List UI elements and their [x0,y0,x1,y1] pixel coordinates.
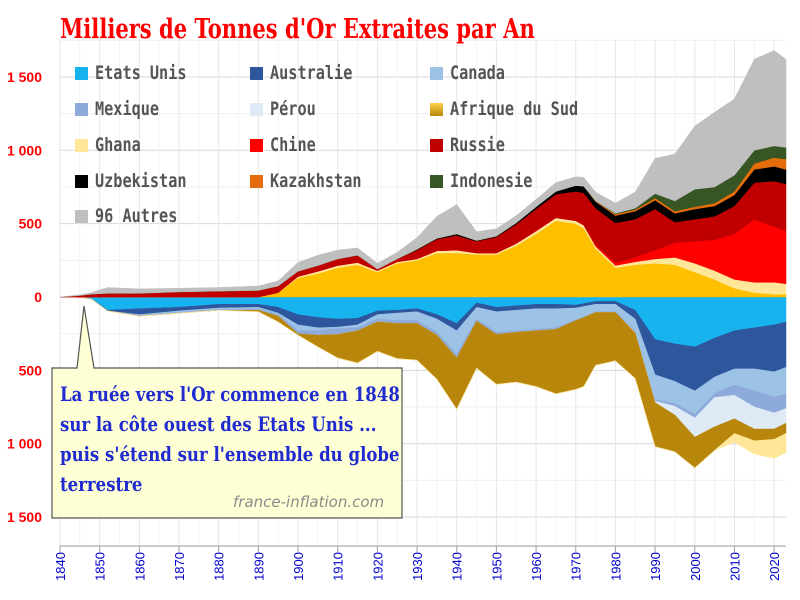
y-tick-label: 1 500 [7,509,42,525]
legend-label: Australie [270,62,353,84]
legend-swatch [75,103,88,116]
legend-label: Indonesie [450,170,533,192]
y-tick-label: 500 [19,362,43,378]
annotation-line-3: puis s'étend sur l'ensemble du globe [60,443,400,466]
x-tick-label: 1910 [331,552,346,581]
x-tick-label: 1970 [569,552,584,581]
legend-swatch [250,175,263,188]
x-axis: 1840 1850 1860 1870 1880 1890 1900 1910 1920 1930… [53,545,786,581]
x-tick-label: 1900 [291,552,306,581]
legend-swatch [430,67,443,80]
legend-label: Chine [270,134,316,156]
legend-label: Kazakhstan [270,170,362,192]
legend-swatch [250,67,263,80]
legend-swatch [430,103,443,116]
x-tick-label: 1890 [251,552,266,581]
chart-title: Milliers de Tonnes d'Or Extraites par An [60,14,535,45]
area-96-autres [59,50,787,298]
y-axis-labels: 1 500 1 000 500 0 500 1 000 1 500 [7,69,42,525]
areas-above-zero [59,50,787,298]
legend-label: Russie [450,134,505,156]
x-tick-label: 1880 [212,552,227,581]
x-tick-label: 1990 [648,552,663,581]
annotation-line-2: sur la côte ouest des Etats Unis ... [60,413,377,436]
area-ghana [59,296,787,469]
legend-swatch [75,67,88,80]
y-tick-label: 1 500 [7,69,42,85]
x-tick-label: 1920 [370,552,385,581]
source-watermark: france-inflation.com [233,493,385,511]
legend-label: Uzbekistan [95,170,187,192]
annotation-line-4: terrestre [60,473,143,496]
legend-swatch [75,139,88,152]
x-tick-label: 1960 [529,552,544,581]
legend-label: Ghana [95,134,141,156]
x-tick-label: 1930 [410,552,425,581]
x-tick-label: 2020 [767,552,782,581]
legend-swatch [430,139,443,152]
areas-below-zero [59,296,787,469]
x-tick-label: 1980 [608,552,623,581]
y-tick-label: 1 000 [7,436,42,452]
legend-label: Canada [450,62,505,84]
legend-swatch [250,139,263,152]
legend-label: Afrique du Sud [450,98,579,120]
legend-swatch [75,175,88,188]
annotation-line-1: La ruée vers l'Or commence en 1848 [60,383,400,406]
legend-label: 96 Autres [95,205,178,227]
legend-swatch [430,175,443,188]
x-tick-label: 1950 [489,552,504,581]
x-tick-label: 1840 [53,552,68,581]
y-tick-label: 1 000 [7,142,42,158]
legend-swatch [75,210,88,223]
legend-label: Etats Unis [95,62,187,84]
x-tick-label: 2000 [688,552,703,581]
x-tick-label: 1850 [93,552,108,581]
legend-label: Mexique [95,98,160,120]
legend-swatch [250,103,263,116]
y-tick-label: 500 [19,216,43,232]
x-tick-label: 1940 [450,552,465,581]
legend-label: Pérou [270,98,316,120]
annotation-text: La ruée vers l'Or commence en 1848 sur l… [60,380,400,500]
x-tick-label: 2010 [727,552,742,581]
annotation-callout-box [51,305,403,519]
x-tick-label: 1870 [172,552,187,581]
x-tick-label: 1860 [132,552,147,581]
y-tick-label: 0 [34,289,42,305]
